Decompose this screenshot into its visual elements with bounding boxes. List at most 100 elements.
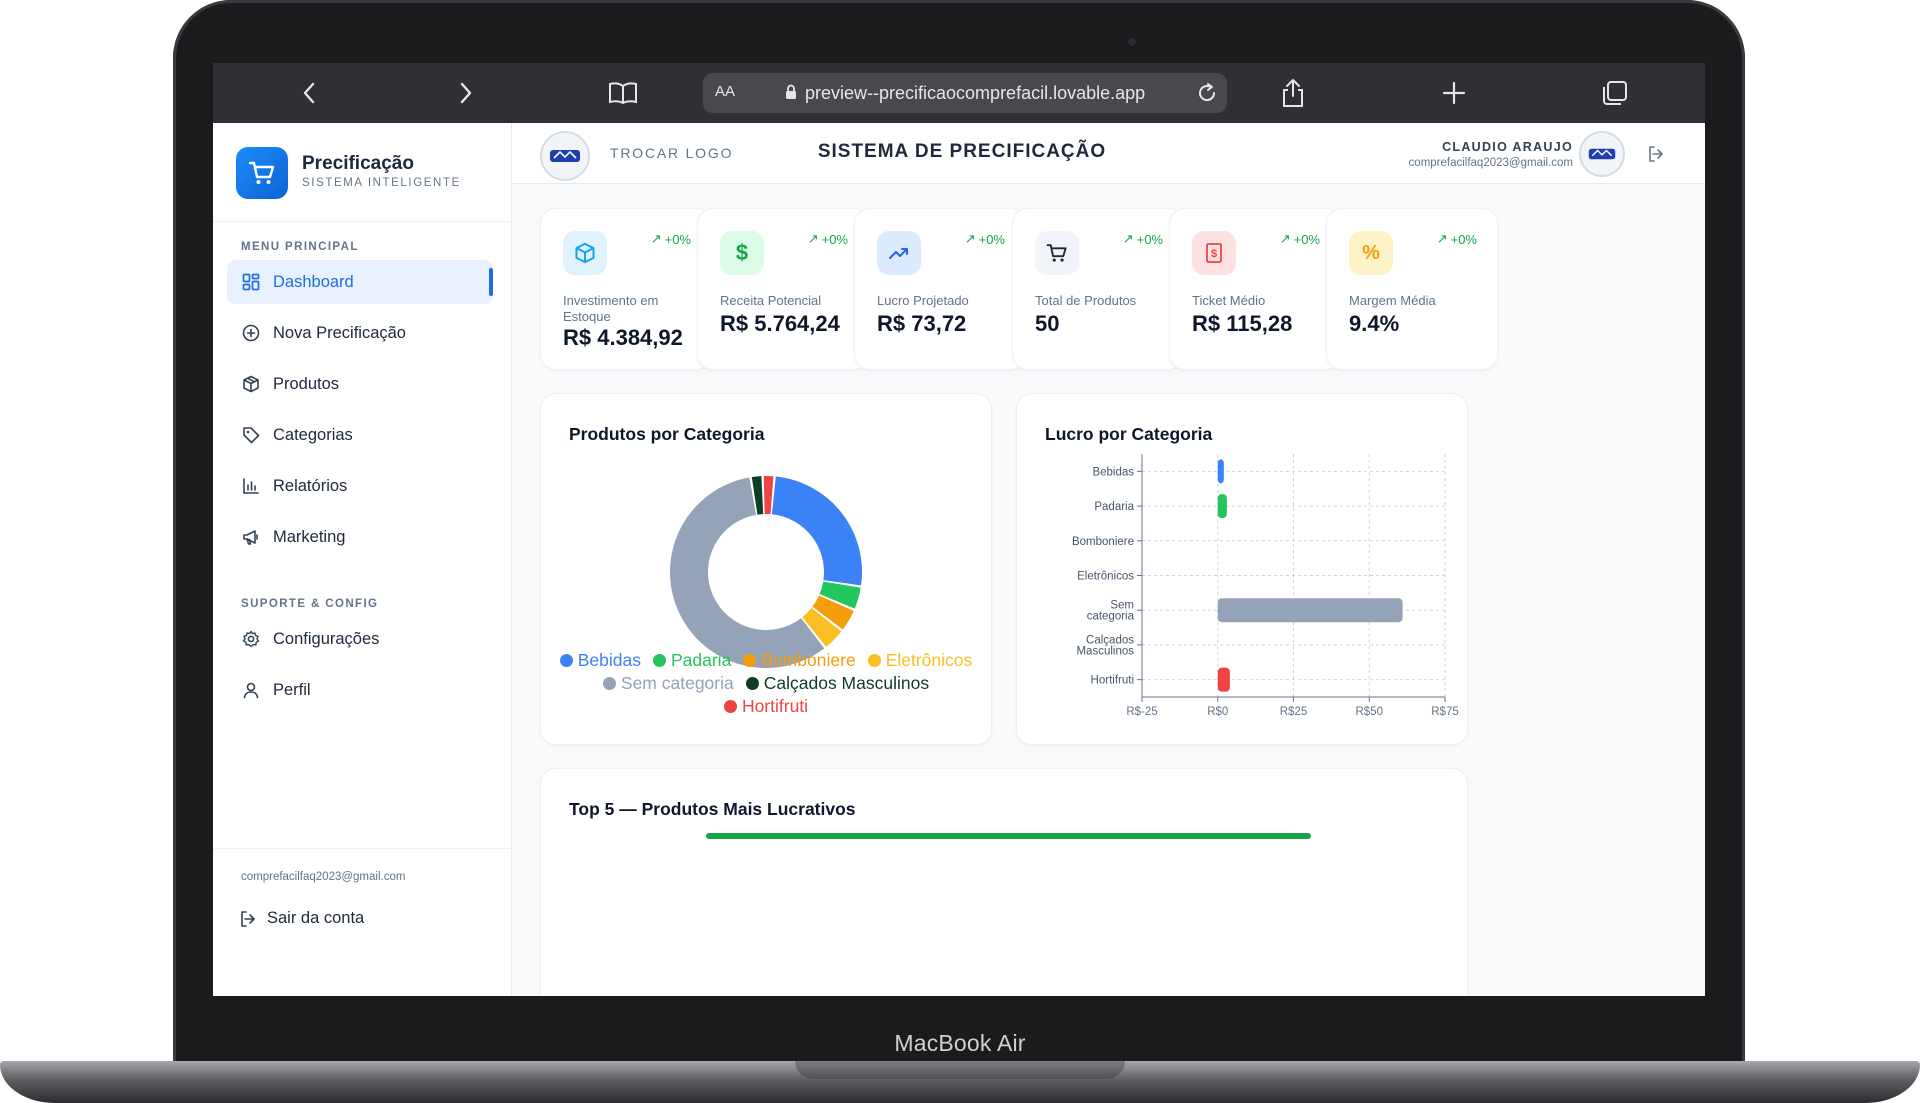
avatar[interactable] <box>1579 131 1625 177</box>
legend-item[interactable]: Eletrônicos <box>867 650 972 671</box>
chart-title: Produtos por Categoria <box>569 424 765 444</box>
company-logo[interactable] <box>540 131 590 181</box>
app: Precificação SISTEMA INTELIGENTE MENU PR… <box>213 123 1705 996</box>
chart-legend: Bebidas Padaria Bomboniere Eletrônicos Sem c… <box>541 649 991 718</box>
gear-icon <box>241 629 261 649</box>
trend-up-icon: ↗ <box>1279 231 1291 246</box>
share-icon[interactable] <box>1278 77 1308 109</box>
legend-label: Sem categoria <box>620 673 734 693</box>
stat-delta: ↗ +0% <box>650 231 691 247</box>
legend-item[interactable]: Sem categoria <box>602 673 734 694</box>
donut-slice-eletrônicos[interactable] <box>802 607 842 647</box>
legend-item[interactable]: Calçados Masculinos <box>745 673 930 694</box>
x-tick-label: R$-25 <box>1126 706 1157 718</box>
support-section-title: SUPORTE & CONFIG <box>241 598 379 610</box>
url-text: preview--precificaocomprefacil.lovable.a… <box>805 83 1146 103</box>
legend-swatch <box>743 654 757 667</box>
stat-label: Receita Potencial <box>720 293 822 308</box>
legend-label: Bomboniere <box>761 650 856 670</box>
sidebar-item-categorias[interactable]: Categorias <box>227 413 493 457</box>
stat-card-total-produtos: ↗ +0% Total de Produtos 50 <box>1012 208 1184 370</box>
x-tick-label: R$0 <box>1207 706 1228 718</box>
legend-swatch <box>867 654 881 667</box>
back-icon[interactable] <box>293 77 325 109</box>
donut-slice-padaria[interactable] <box>819 581 861 609</box>
sidebar-item-produtos[interactable]: Produtos <box>227 362 493 406</box>
sidebar-item-label: Relatórios <box>273 476 348 495</box>
cart-logo-icon <box>236 147 288 199</box>
sidebar-item-relatorios[interactable]: Relatórios <box>227 464 493 508</box>
sidebar-item-label: Marketing <box>273 527 346 546</box>
address-bar[interactable]: AA preview--precificaocomprefacil.lovabl… <box>703 73 1227 113</box>
donut-slice-calçados-masculinos[interactable] <box>751 476 764 515</box>
sidebar-item-nova-precificacao[interactable]: Nova Precificação <box>227 311 493 355</box>
y-tick-label: Eletrônicos <box>1077 571 1134 583</box>
change-logo-button[interactable]: TROCAR LOGO <box>610 145 734 161</box>
plus-circle-icon <box>241 323 261 343</box>
tabs-overview-icon[interactable] <box>1598 77 1630 109</box>
percent-icon: % <box>1349 231 1393 275</box>
stat-delta: ↗ +0% <box>1436 231 1477 247</box>
legend-item[interactable]: Padaria <box>652 650 732 671</box>
trend-up-icon: ↗ <box>1122 231 1134 246</box>
bar-sem-categoria[interactable] <box>1217 598 1403 623</box>
topbar: TROCAR LOGO SISTEMA DE PRECIFICAÇÃO CLAU… <box>512 123 1705 184</box>
screen: AA preview--precificaocomprefacil.lovabl… <box>213 63 1705 996</box>
brand-subtitle: SISTEMA INTELIGENTE <box>302 177 461 189</box>
stat-delta: ↗ +0% <box>1279 231 1320 247</box>
sidebar-item-configuracoes[interactable]: Configurações <box>227 617 493 661</box>
legend-swatch <box>652 654 666 667</box>
donut-slice-sem-categoria[interactable] <box>670 477 825 668</box>
bar-bebidas[interactable] <box>1217 459 1224 484</box>
legend-label: Calçados Masculinos <box>763 673 930 693</box>
trend-up-icon: ↗ <box>650 231 662 246</box>
bar-padaria[interactable] <box>1217 494 1227 519</box>
y-tick-label: Bebidas <box>1092 466 1134 478</box>
megaphone-icon <box>241 527 261 547</box>
stat-value: R$ 4.384,92 <box>563 325 683 350</box>
sidebar-item-label: Categorias <box>273 425 353 444</box>
logout-icon <box>239 910 257 928</box>
bookmarks-icon[interactable] <box>605 77 641 109</box>
sidebar: Precificação SISTEMA INTELIGENTE MENU PR… <box>213 123 512 996</box>
chart-title: Lucro por Categoria <box>1045 424 1213 444</box>
page-title: SISTEMA DE PRECIFICAÇÃO <box>817 141 1107 162</box>
stat-card-lucro: ↗ +0% Lucro Projetado R$ 73,72 <box>854 208 1026 370</box>
user-name: CLAUDIO ARAUJO <box>1442 140 1573 154</box>
top5-bar <box>706 833 1311 839</box>
legend-item[interactable]: Bebidas <box>559 650 641 671</box>
sidebar-item-label: Produtos <box>273 374 340 393</box>
donut-slice-bebidas[interactable] <box>771 476 862 586</box>
brand-name: Precificação <box>302 153 414 174</box>
bar-chart-panel: Lucro por Categoria R$-25 R$0 R$25 R$50 R$75… <box>1016 393 1468 745</box>
box-icon <box>563 231 607 275</box>
logout-icon[interactable] <box>1647 145 1665 168</box>
donut-slice-bomboniere[interactable] <box>812 595 854 630</box>
sidebar-item-perfil[interactable]: Perfil <box>227 668 493 712</box>
reload-icon[interactable] <box>1195 81 1219 110</box>
stat-value: R$ 73,72 <box>877 311 967 336</box>
stat-delta: ↗ +0% <box>964 231 1005 247</box>
bar-hortifruti[interactable] <box>1217 667 1230 692</box>
bar-chart: R$-25 R$0 R$25 R$50 R$75 Bebidas Padaria Bombon… <box>1072 454 1459 718</box>
browser-toolbar: AA preview--precificaocomprefacil.lovabl… <box>213 63 1705 123</box>
sidebar-item-dashboard[interactable]: Dashboard <box>227 260 493 304</box>
sidebar-item-label: Perfil <box>273 680 311 699</box>
text-size-button[interactable]: AA <box>715 83 736 100</box>
legend-label: Padaria <box>670 650 732 670</box>
logout-button[interactable]: Sair da conta <box>239 909 364 928</box>
donut-slice-hortifruti[interactable] <box>763 476 774 515</box>
stat-delta: ↗ +0% <box>1122 231 1163 247</box>
stat-label: Lucro Projetado <box>877 293 969 308</box>
new-tab-icon[interactable] <box>1439 77 1469 109</box>
forward-icon[interactable] <box>450 77 482 109</box>
sidebar-item-label: Configurações <box>273 629 380 648</box>
sidebar-item-label: Nova Precificação <box>273 323 406 342</box>
brand: Precificação SISTEMA INTELIGENTE <box>213 123 511 222</box>
trend-up-icon: ↗ <box>807 231 819 246</box>
legend-item[interactable]: Bomboniere <box>743 650 856 671</box>
legend-item[interactable]: Hortifruti <box>723 696 808 717</box>
sidebar-item-marketing[interactable]: Marketing <box>227 515 493 559</box>
y-tick-label: Padaria <box>1094 501 1134 513</box>
dollar-icon: $ <box>720 231 764 275</box>
